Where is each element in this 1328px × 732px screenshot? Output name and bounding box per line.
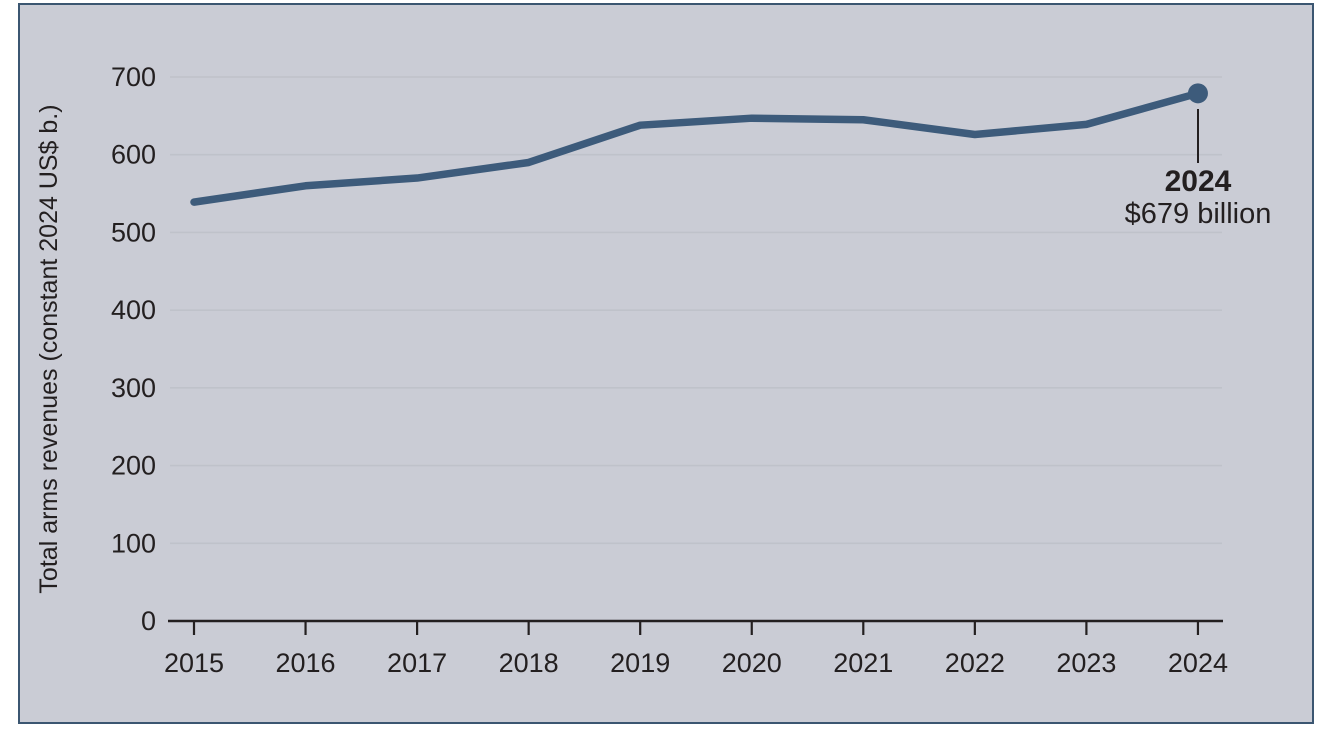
x-axis-tick-label: 2017 [387,648,447,678]
y-axis-tick-label: 200 [111,451,156,481]
x-axis-tick-label: 2019 [610,648,670,678]
gridlines [170,76,1222,545]
y-axis-tick-label: 700 [111,62,156,92]
annotation-year-label: 2024 [1165,165,1232,198]
x-axis-tick-label: 2016 [276,648,336,678]
x-axis-tick-label: 2021 [833,648,893,678]
y-axis-tick-label: 500 [111,217,156,247]
chart-panel: 0 100 200 300 400 500 600 700 2015 2016 2017 2018 2… [18,3,1314,724]
x-axis-tick-label: 2022 [945,648,1005,678]
annotation-value-label: $679 billion [1125,198,1272,230]
y-axis-tick-label: 100 [111,528,156,558]
x-axis-tick-label: 2015 [164,648,224,678]
x-axis-tick-label: 2024 [1168,648,1228,678]
x-axis-tick-label: 2018 [499,648,559,678]
end-point-marker [1187,83,1208,104]
x-axis-labels: 2015 2016 2017 2018 2019 2020 2021 2022 2023 2024 [164,648,1228,678]
y-axis-tick-label: 300 [111,373,156,403]
data-series [190,83,1208,206]
y-axis-labels: 0 100 200 300 400 500 600 700 [111,62,156,636]
x-axis-tick-label: 2023 [1056,648,1116,678]
y-axis-tick-label: 600 [111,140,156,170]
y-axis-title: Total arms revenues (constant 2024 US$ b… [35,104,63,593]
y-axis-tick-label: 400 [111,295,156,325]
revenue-line [190,89,1202,206]
x-axis-tick-label: 2020 [722,648,782,678]
y-axis-tick-label: 0 [141,606,156,636]
x-axis-ticks [192,621,1200,635]
